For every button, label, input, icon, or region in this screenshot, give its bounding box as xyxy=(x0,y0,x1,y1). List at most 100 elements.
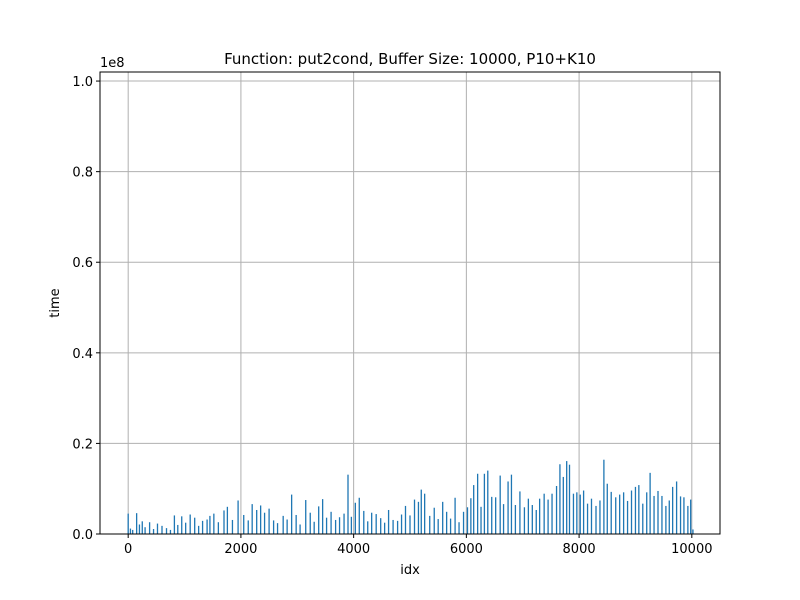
bar xyxy=(338,517,341,534)
bar xyxy=(256,509,258,534)
bar xyxy=(189,514,191,534)
bar xyxy=(305,500,307,534)
bar xyxy=(495,497,497,534)
bar xyxy=(409,515,411,534)
bar xyxy=(619,494,621,534)
bar xyxy=(325,517,328,534)
bar xyxy=(638,485,640,534)
bar xyxy=(383,522,386,534)
bar xyxy=(562,476,564,534)
y-tick-label: 1.0 xyxy=(72,75,93,90)
bar xyxy=(420,489,422,534)
bar xyxy=(445,511,448,534)
bar xyxy=(615,497,617,534)
bar xyxy=(313,521,315,534)
bar xyxy=(603,459,605,534)
bar xyxy=(473,485,475,534)
bar xyxy=(226,506,229,534)
bar xyxy=(371,512,373,534)
bar xyxy=(132,529,134,534)
bar xyxy=(535,509,537,534)
bar xyxy=(634,486,637,534)
bar xyxy=(424,493,426,534)
bar xyxy=(568,464,571,534)
bar xyxy=(404,505,407,534)
bar xyxy=(343,513,345,534)
bar xyxy=(514,505,517,534)
bar xyxy=(286,519,288,534)
plot-frame xyxy=(99,71,721,535)
bar xyxy=(582,490,585,534)
bar xyxy=(559,464,561,534)
bar xyxy=(363,510,365,534)
bar xyxy=(483,473,486,534)
bar xyxy=(272,520,275,534)
bar xyxy=(152,529,155,534)
bar xyxy=(476,473,479,534)
bar xyxy=(668,500,670,534)
bar xyxy=(194,517,196,534)
bar xyxy=(295,514,297,534)
bar xyxy=(649,472,651,534)
bar xyxy=(510,474,513,534)
bar xyxy=(299,524,301,534)
bar xyxy=(551,493,553,534)
bar xyxy=(566,461,568,534)
bar xyxy=(626,500,629,534)
bar xyxy=(213,513,215,534)
bar xyxy=(375,514,377,534)
bar xyxy=(610,491,612,534)
bar xyxy=(538,498,541,534)
bar xyxy=(519,491,521,534)
bar xyxy=(480,506,482,534)
bar xyxy=(572,493,575,534)
bar xyxy=(499,475,501,534)
bar xyxy=(400,514,403,534)
x-tick-label: 4000 xyxy=(337,542,370,557)
bar xyxy=(177,524,179,534)
bar xyxy=(135,513,138,534)
bar xyxy=(387,509,390,534)
bar xyxy=(358,497,360,534)
bar xyxy=(318,506,320,534)
bar xyxy=(209,515,211,534)
bar xyxy=(276,523,279,534)
bar xyxy=(290,494,293,534)
bar xyxy=(690,499,692,534)
y-tick-label: 0.0 xyxy=(72,528,93,543)
bar xyxy=(429,515,431,534)
bar xyxy=(657,490,659,534)
bar xyxy=(661,495,663,534)
bar xyxy=(367,521,369,534)
bar xyxy=(502,504,505,534)
bar xyxy=(675,481,678,534)
bar xyxy=(630,490,633,534)
bar xyxy=(454,497,456,534)
bar xyxy=(679,496,682,534)
bar xyxy=(354,502,356,534)
x-tick-label: 0 xyxy=(124,542,132,557)
bar xyxy=(683,497,685,534)
bar xyxy=(449,518,452,534)
x-tick-label: 2000 xyxy=(224,542,257,557)
bar xyxy=(185,522,187,534)
bar xyxy=(590,498,593,534)
bar xyxy=(173,515,176,534)
bar xyxy=(599,500,601,534)
bars-layer xyxy=(127,459,694,534)
y-tick-label: 0.4 xyxy=(72,347,93,362)
bar xyxy=(138,524,141,534)
y-scale-offset-label: 1e8 xyxy=(100,56,125,71)
bar xyxy=(197,525,200,534)
bar xyxy=(350,516,353,534)
bar xyxy=(141,521,143,534)
bar xyxy=(437,519,439,534)
bar xyxy=(665,505,667,534)
bar xyxy=(622,492,625,534)
bar xyxy=(206,519,208,534)
bar xyxy=(531,505,533,534)
bar xyxy=(653,495,655,534)
bar xyxy=(156,523,159,534)
bar xyxy=(687,505,689,534)
